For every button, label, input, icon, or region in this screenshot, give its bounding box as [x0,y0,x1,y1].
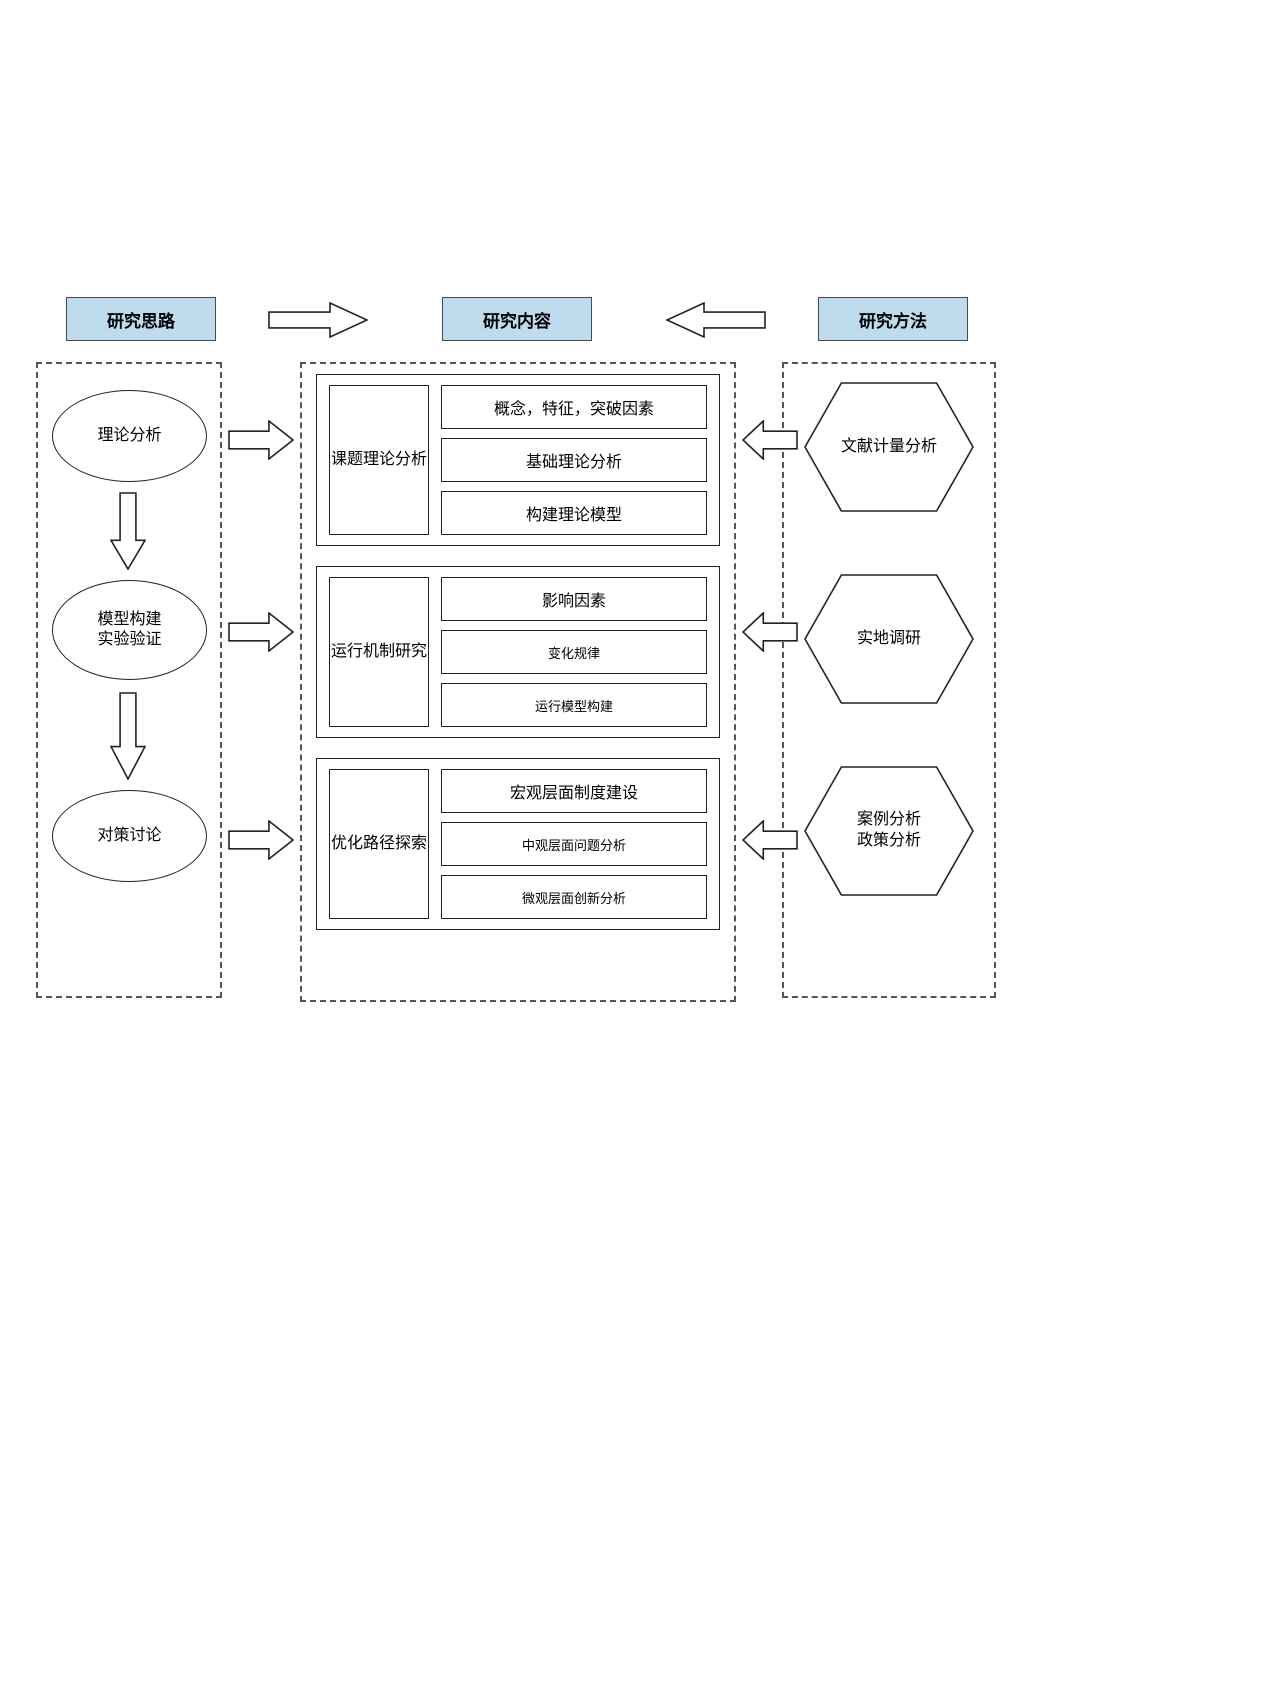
group-title-box: 运行机制研究 [329,577,429,727]
left-down-arrow-0 [110,492,146,570]
header-label: 研究内容 [483,307,551,332]
arrow-left-to-center-1 [228,612,294,652]
group-item-label: 微观层面创新分析 [522,888,626,907]
content-group-2: 优化路径探索宏观层面制度建设中观层面问题分析微观层面创新分析 [316,758,720,930]
left-step-label: 对策讨论 [97,826,161,846]
content-group-0: 课题理论分析概念，特征，突破因素基础理论分析构建理论模型 [316,374,720,546]
group-item: 基础理论分析 [441,438,707,482]
group-title-box: 优化路径探索 [329,769,429,919]
group-item-label: 概念，特征，突破因素 [494,395,654,419]
content-group-1: 运行机制研究影响因素变化规律运行模型构建 [316,566,720,738]
group-item: 运行模型构建 [441,683,707,727]
arrow-right-to-center-1 [742,612,798,652]
group-item-label: 构建理论模型 [526,501,622,525]
group-item: 构建理论模型 [441,491,707,535]
group-item-label: 宏观层面制度建设 [510,779,638,803]
left-down-arrow-1 [110,692,146,780]
left-step-0: 理论分析 [52,390,207,482]
hex-label: 文献计量分析 [841,437,937,458]
arrow-right-to-center-0 [742,420,798,460]
group-items: 概念，特征，突破因素基础理论分析构建理论模型 [441,385,707,535]
group-item: 变化规律 [441,630,707,674]
group-item-label: 中观层面问题分析 [522,835,626,854]
group-item: 影响因素 [441,577,707,621]
header-left: 研究思路 [66,297,216,341]
arrow-left-to-center-0 [228,420,294,460]
header-label: 研究思路 [107,307,175,332]
hex-label: 实地调研 [857,629,921,650]
arrow-left-to-center-2 [228,820,294,860]
group-title-box: 课题理论分析 [329,385,429,535]
group-items: 影响因素变化规律运行模型构建 [441,577,707,727]
top-arrow-left [666,302,766,338]
left-step-1: 模型构建 实验验证 [52,580,207,680]
group-item: 宏观层面制度建设 [441,769,707,813]
header-center: 研究内容 [442,297,592,341]
arrow-right-to-center-2 [742,820,798,860]
hex-label: 案例分析 政策分析 [857,810,921,852]
group-item-label: 影响因素 [542,587,606,611]
group-items: 宏观层面制度建设中观层面问题分析微观层面创新分析 [441,769,707,919]
right-hex-0: 文献计量分析 [804,382,974,512]
group-title: 优化路径探索 [331,834,427,855]
top-arrow-right [268,302,368,338]
group-item-label: 基础理论分析 [526,448,622,472]
right-hex-1: 实地调研 [804,574,974,704]
header-right: 研究方法 [818,297,968,341]
right-hex-2: 案例分析 政策分析 [804,766,974,896]
group-item-label: 变化规律 [548,643,600,662]
group-title: 课题理论分析 [331,450,427,471]
group-item-label: 运行模型构建 [535,696,613,715]
group-item: 概念，特征，突破因素 [441,385,707,429]
group-item: 微观层面创新分析 [441,875,707,919]
left-step-2: 对策讨论 [52,790,207,882]
left-step-label: 理论分析 [97,426,161,446]
header-label: 研究方法 [859,307,927,332]
group-item: 中观层面问题分析 [441,822,707,866]
left-step-label: 模型构建 实验验证 [97,610,161,650]
group-title: 运行机制研究 [331,642,427,663]
